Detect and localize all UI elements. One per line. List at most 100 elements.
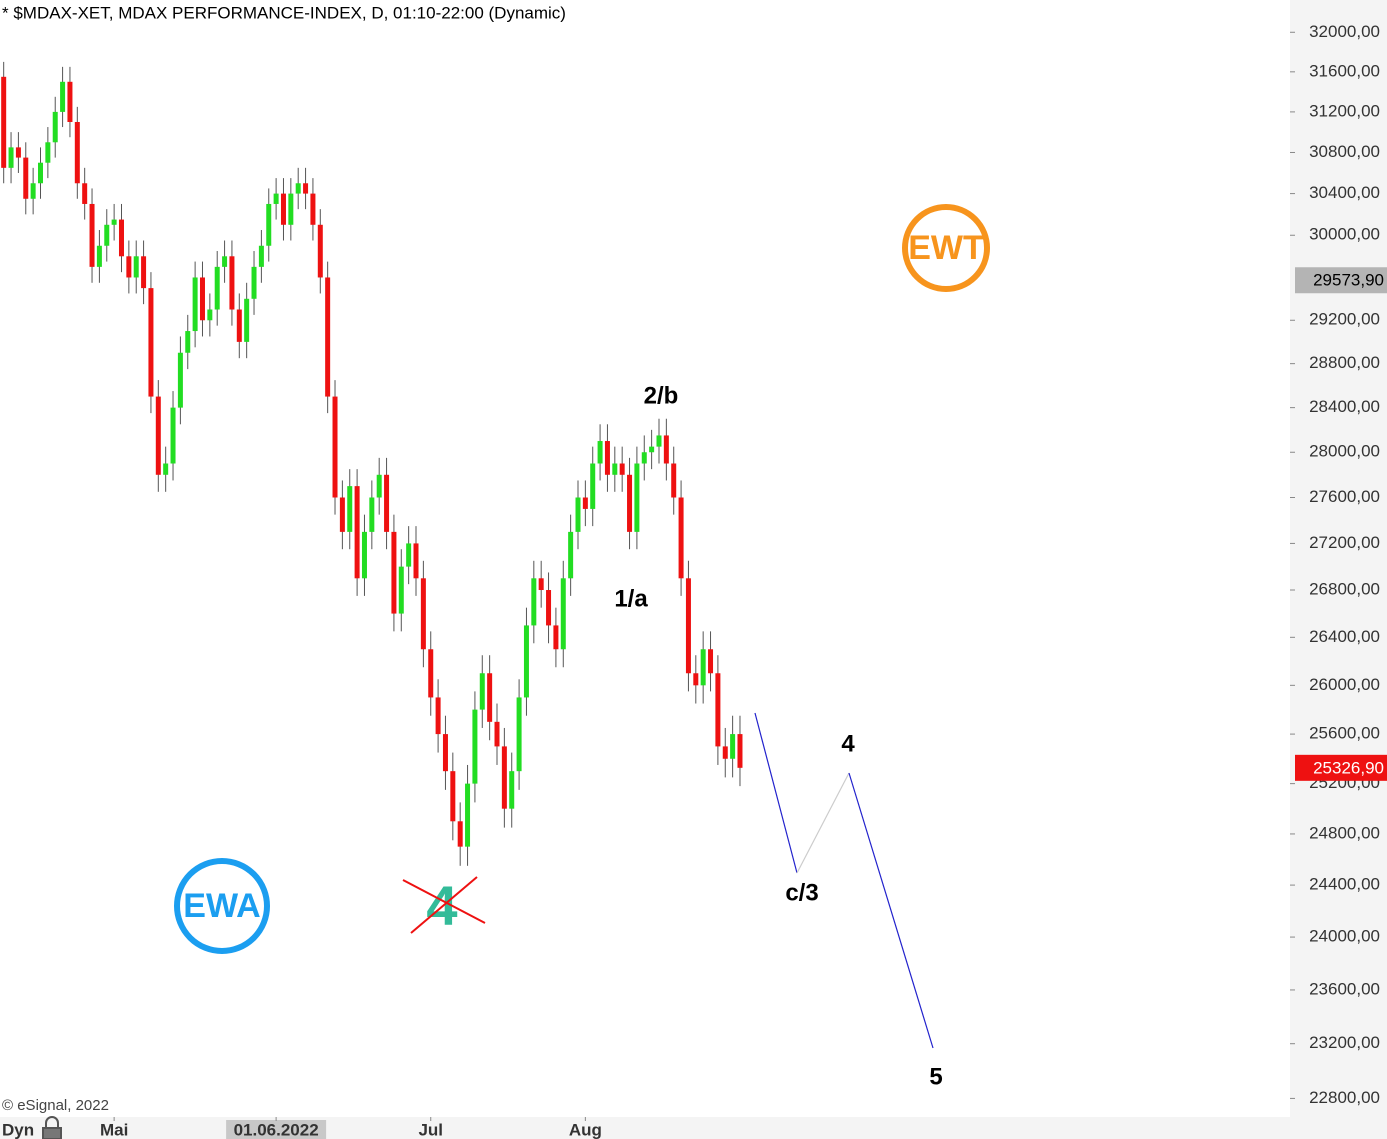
candle-body [236, 309, 242, 342]
candle-body [516, 697, 522, 772]
candle-body [472, 709, 478, 784]
candle-body [546, 590, 552, 626]
wave-label: 1/a [614, 585, 648, 612]
candle-body [568, 531, 574, 579]
candle-body [361, 531, 367, 579]
x-tick-label: Jul [418, 1120, 443, 1139]
candle-body [74, 121, 80, 184]
x-tick-highlight [226, 1120, 327, 1139]
candle-body [604, 441, 610, 475]
candle-body [52, 111, 58, 143]
y-tick-label: 23200,00 [1309, 1033, 1380, 1052]
candle-body [229, 256, 235, 310]
y-tick-label: 22800,00 [1309, 1088, 1380, 1107]
candle-body [494, 721, 500, 747]
candle-body [487, 673, 493, 722]
candle-body [207, 309, 213, 321]
candle-body [457, 821, 463, 847]
candle-body [398, 566, 404, 614]
candle-body [722, 746, 728, 759]
wave-label: 5 [929, 1063, 942, 1090]
candle-body [354, 486, 360, 579]
wave-label: 2/b [644, 382, 679, 409]
candle-body [37, 162, 43, 184]
source: © eSignal, 2022 [2, 1097, 109, 1114]
candle-body [141, 256, 147, 289]
price-label: 25326,90 [1313, 758, 1384, 777]
mode: Dyn [2, 1120, 34, 1139]
x-tick-label: Mai [100, 1120, 128, 1139]
candle-body [442, 734, 448, 772]
candle-body [251, 266, 257, 299]
y-tick-label: 30800,00 [1309, 142, 1380, 161]
candle-body [384, 474, 390, 532]
y-tick-label: 25600,00 [1309, 724, 1380, 743]
lock-icon [42, 1116, 62, 1139]
y-tick-label: 27200,00 [1309, 533, 1380, 552]
candle-body [700, 649, 706, 686]
candle-body [30, 183, 36, 199]
wave-label: 4 [841, 730, 855, 757]
candle-body [634, 463, 640, 532]
candle-body [627, 474, 633, 532]
candle-body [406, 543, 412, 567]
candle-body [23, 157, 29, 199]
y-tick-label: 32000,00 [1309, 22, 1380, 41]
candle-body [177, 352, 183, 408]
cross [402, 876, 486, 934]
price-label-box [1295, 754, 1387, 781]
candle-body [619, 463, 625, 475]
candle-body [708, 649, 714, 674]
candle-body [641, 452, 647, 464]
candle-body [325, 277, 331, 397]
ewt-logo-text: EWT [908, 229, 984, 267]
candle-body [553, 625, 559, 650]
y-tick-label: 24800,00 [1309, 823, 1380, 842]
candle-body [1, 76, 7, 168]
candle-body [575, 497, 581, 532]
y-axis-panel [1290, 0, 1387, 1139]
candle-body [693, 673, 699, 686]
candle-body [435, 697, 441, 735]
candle-body [155, 396, 161, 475]
candle-body [185, 331, 191, 353]
candle-body [339, 497, 345, 532]
candle-body [582, 497, 588, 509]
candle-body [118, 219, 124, 257]
candle-body [501, 746, 507, 809]
y-tick-label: 28400,00 [1309, 397, 1380, 416]
price-label-box [1295, 267, 1387, 294]
y-tick-label: 29200,00 [1309, 310, 1380, 329]
x-tick-label: 01.06.2022 [234, 1120, 319, 1139]
ewa-logo [174, 858, 270, 954]
candle-body [612, 463, 618, 475]
candle-body [715, 673, 721, 747]
y-tick-label: 24400,00 [1309, 875, 1380, 894]
candle-body [148, 288, 154, 397]
y-tick-label: 24000,00 [1309, 927, 1380, 946]
candle-body [8, 147, 14, 168]
candle-body [96, 245, 102, 267]
candle-body [258, 245, 264, 267]
candle-body [199, 277, 205, 321]
y-tick-label: 27600,00 [1309, 487, 1380, 506]
candle-body [730, 734, 736, 759]
candle-body [391, 531, 397, 614]
candle-body [310, 193, 316, 225]
candle-body [538, 578, 544, 591]
candle-body [244, 298, 250, 342]
x-axis-panel [0, 1117, 1290, 1139]
candle-body [266, 203, 272, 246]
candle-body [89, 203, 95, 267]
candle-body [678, 497, 684, 579]
candle-body [163, 463, 169, 475]
candle-body [560, 578, 566, 650]
candle-body [273, 193, 279, 204]
candle-body [317, 224, 323, 278]
y-tick-label: 28000,00 [1309, 442, 1380, 461]
candle-body [133, 256, 139, 278]
ewt-logo [902, 204, 990, 292]
candle-body [347, 486, 353, 532]
candle-body [126, 256, 132, 278]
wave-label: c/3 [785, 879, 818, 906]
